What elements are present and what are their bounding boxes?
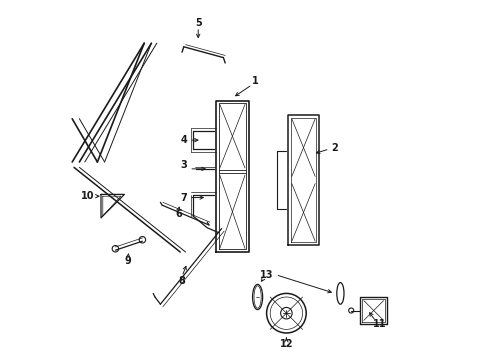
Text: 2: 2 bbox=[332, 143, 339, 153]
Text: 4: 4 bbox=[180, 135, 187, 145]
Text: 7: 7 bbox=[180, 193, 187, 203]
Text: 6: 6 bbox=[175, 209, 182, 219]
Text: 9: 9 bbox=[124, 256, 131, 266]
Text: 12: 12 bbox=[280, 339, 293, 349]
Text: 10: 10 bbox=[80, 191, 94, 201]
Text: 8: 8 bbox=[178, 276, 185, 286]
Text: 3: 3 bbox=[180, 160, 187, 170]
Text: 5: 5 bbox=[195, 18, 201, 28]
Text: 11: 11 bbox=[373, 319, 387, 329]
Text: 13: 13 bbox=[260, 270, 273, 280]
Text: 1: 1 bbox=[252, 76, 259, 86]
